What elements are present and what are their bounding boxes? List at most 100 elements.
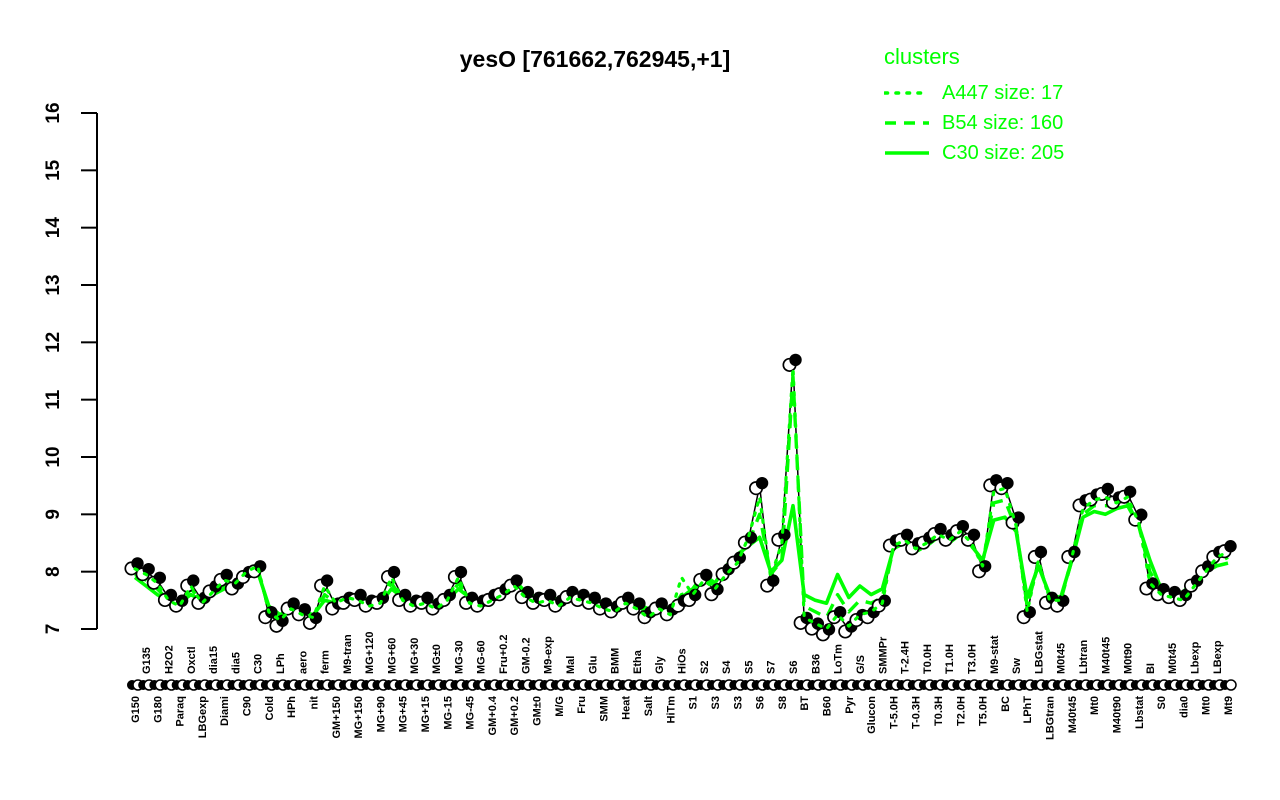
x-label-above: ferm <box>320 650 332 674</box>
data-point-filled <box>387 565 401 579</box>
x-label-above: M40t45 <box>1100 637 1112 674</box>
x-label-above: B36 <box>810 654 822 674</box>
x-label-above: S6 <box>788 661 800 674</box>
x-label-above: Lbexp <box>1190 641 1202 674</box>
data-point-filled <box>543 588 557 602</box>
y-tick-label: 9 <box>43 509 64 520</box>
x-label-below: dia0 <box>1178 696 1190 718</box>
data-point-filled <box>878 594 891 607</box>
x-label-above: M0t45 <box>1056 643 1068 674</box>
data-point-filled <box>320 574 334 587</box>
x-label-above: MG+30 <box>409 638 421 674</box>
data-point-filled <box>733 551 746 564</box>
x-label-above: C30 <box>253 654 265 674</box>
data-point-filled <box>833 605 847 619</box>
data-point-filled <box>1224 540 1237 553</box>
legend-item-label: B54 size: 160 <box>942 111 1064 134</box>
x-label-above: T3.0H <box>966 644 978 674</box>
legend-item-C30: C30 size: 205 <box>884 138 1064 168</box>
x-label-below: MG-15 <box>442 696 454 730</box>
plot-title: yesO [761662,762945,+1] <box>459 46 731 72</box>
x-label-above: M9-tran <box>342 634 354 674</box>
x-label-above: Gly <box>654 655 666 674</box>
x-label-above: LPh <box>275 653 287 674</box>
x-label-above: Mal <box>565 656 577 674</box>
legend: clusters A447 size: 17 B54 size: 160 C30 s… <box>884 44 1064 168</box>
axis-rug-point-open <box>1225 679 1237 691</box>
x-label-below: Fru <box>576 696 588 714</box>
x-label-below: GM±0 <box>532 696 544 726</box>
x-label-below: MG+45 <box>398 696 410 732</box>
x-label-below: BC <box>1000 696 1012 712</box>
x-label-above: T1.0H <box>944 644 956 674</box>
x-label-below: Lbstat <box>1134 696 1146 729</box>
data-point-filled <box>510 574 523 587</box>
x-label-below: GM+0.2 <box>509 696 521 735</box>
legend-item-label: A447 size: 17 <box>942 81 1064 104</box>
x-label-below: Salt <box>643 696 655 717</box>
x-label-above: M9-exp <box>543 636 555 674</box>
y-tick-label: 7 <box>43 624 64 635</box>
x-label-below: M/G <box>554 696 566 717</box>
x-label-below: Cold <box>264 696 276 720</box>
x-label-above: HiOs <box>677 648 689 674</box>
x-label-above: SMMPr <box>877 636 889 674</box>
data-point-filled <box>287 597 300 610</box>
data-point-filled <box>978 560 992 573</box>
data-point-filled <box>633 597 646 610</box>
x-label-above: G/S <box>855 655 867 674</box>
x-label-above: Lbtran <box>1078 640 1090 675</box>
x-label-above: LBexp <box>1212 640 1224 674</box>
data-point-filled <box>187 574 200 587</box>
x-label-below: Heat <box>621 696 633 720</box>
x-label-above: MG+60 <box>387 638 399 674</box>
x-label-below: G180 <box>152 696 164 723</box>
x-label-above: S2 <box>699 661 711 674</box>
y-tick-label: 15 <box>43 159 64 181</box>
data-point-filled <box>309 611 323 625</box>
y-tick-label: 11 <box>43 389 64 410</box>
solid-line-sample-icon <box>885 151 929 155</box>
x-label-below: M40t45 <box>1067 696 1079 733</box>
data-point-filled <box>454 565 468 579</box>
x-label-below: B60 <box>821 696 833 716</box>
data-point-filled <box>934 522 947 536</box>
x-label-above: LBGstat <box>1033 631 1045 674</box>
x-label-below: MG+150 <box>353 696 365 739</box>
x-label-below: MG+15 <box>420 696 432 732</box>
x-label-below: S3 <box>710 696 722 709</box>
data-point-filled <box>131 557 144 570</box>
data-point-filled <box>443 588 456 602</box>
series-B54-line <box>134 375 1229 620</box>
x-label-below: Mt9 <box>1223 696 1235 715</box>
data-point-filled <box>298 603 311 616</box>
x-label-above: Etha <box>632 649 644 674</box>
x-label-above: MG-30 <box>453 640 465 674</box>
x-label-below: HiTm <box>665 696 677 724</box>
x-label-below: Glucon <box>866 696 878 734</box>
x-label-below: T-0.3H <box>911 696 923 729</box>
x-label-above: BMM <box>610 648 622 674</box>
x-label-above: Fru+0.2 <box>498 635 510 674</box>
data-point-filled <box>778 528 791 541</box>
x-label-below: G150 <box>130 696 142 723</box>
data-point-filled <box>767 574 780 587</box>
x-label-below: T0.3H <box>933 696 945 726</box>
data-point-filled <box>354 588 367 602</box>
x-label-above: T-2.4H <box>900 641 912 674</box>
x-label-above: BI <box>1145 663 1157 674</box>
x-label-below: SMM <box>598 696 610 722</box>
x-label-above: GM-0.2 <box>520 637 532 674</box>
dotted-line-sample-icon <box>884 91 930 95</box>
x-label-below: T5.0H <box>978 696 990 726</box>
data-point-filled <box>220 568 233 582</box>
y-tick-label: 12 <box>43 332 64 353</box>
x-label-below: HPh <box>286 696 298 718</box>
data-point-filled <box>276 614 289 627</box>
series-A447-line <box>133 366 1230 631</box>
x-label-below: S0 <box>1156 696 1168 709</box>
x-label-above: S4 <box>721 660 733 674</box>
x-label-below: S3 <box>732 696 744 709</box>
